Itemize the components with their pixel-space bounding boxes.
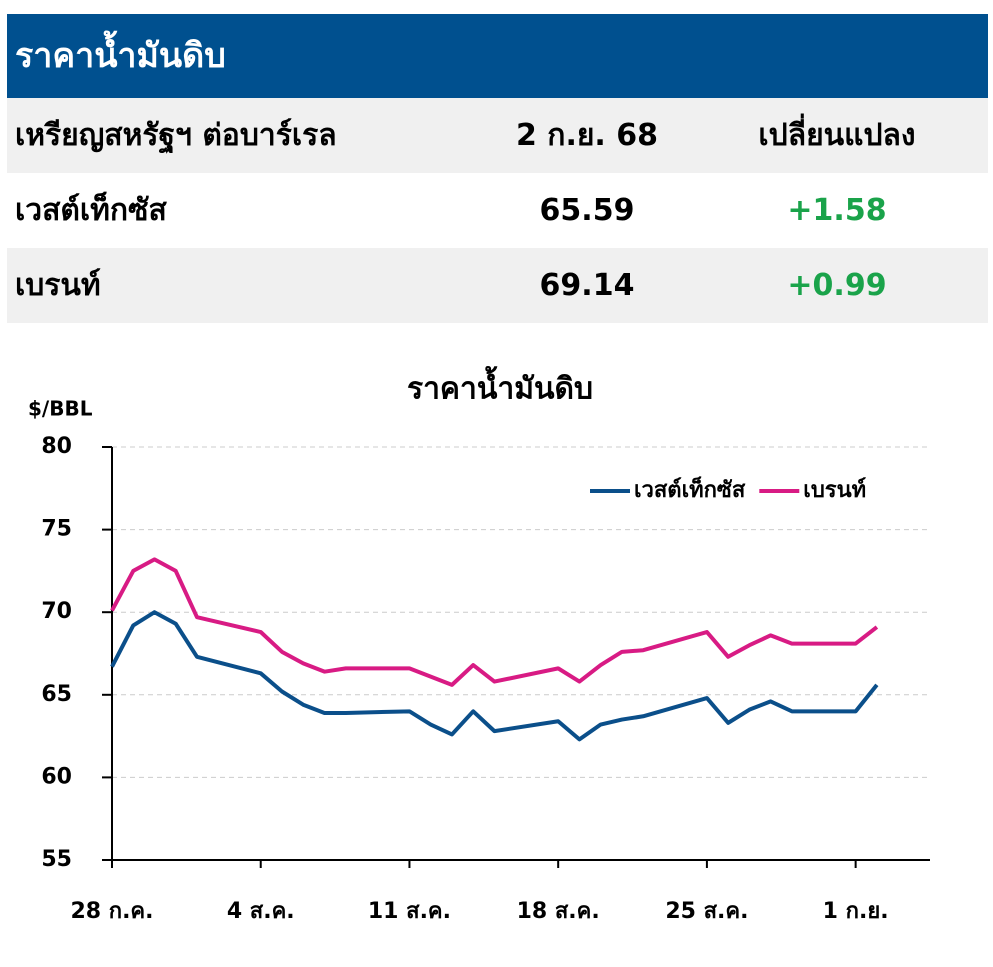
y-tick-label: 65 — [41, 682, 72, 707]
column-header: 2 ก.ย. 68 — [515, 118, 659, 153]
cell: +1.58 — [787, 193, 887, 228]
line-series — [110, 557, 879, 687]
line-series — [110, 610, 879, 742]
x-tick-label: 28 ก.ค. — [70, 899, 153, 924]
x-tick-label: 1 ก.ย. — [823, 899, 889, 924]
legend-label: เวสต์เท็กซัส — [634, 475, 746, 503]
cell: +0.99 — [787, 268, 887, 303]
y-tick-label: 55 — [41, 847, 72, 872]
legend-label: เบรนท์ — [803, 477, 866, 503]
y-tick-label: 60 — [41, 764, 72, 789]
y-axis-label: $/BBL — [28, 397, 93, 421]
table-row: เบรนท์ 69.14 +0.99 — [7, 248, 988, 323]
cell: 65.59 — [539, 193, 635, 228]
x-tick-label: 11 ส.ค. — [368, 899, 451, 924]
table-row: เวสต์เท็กซัส 65.59 +1.58 — [7, 173, 988, 248]
x-tick-label: 18 ส.ค. — [517, 899, 600, 924]
y-tick-label: 80 — [41, 434, 72, 459]
cell: 69.14 — [539, 268, 635, 303]
header-title: ราคาน้ำมันดิบ — [7, 14, 988, 98]
cell: เบรนท์ — [15, 268, 101, 303]
column-header: เหรียญสหรัฐฯ ต่อบาร์เรล — [15, 118, 337, 153]
x-tick-label: 4 ส.ค. — [227, 899, 295, 924]
chart-title: ราคาน้ำมันดิบ — [407, 366, 593, 407]
column-header: เปลี่ยนแปลง — [758, 118, 916, 153]
y-tick-label: 70 — [41, 599, 72, 624]
y-tick-label: 75 — [41, 517, 72, 542]
chart: ราคาน้ำมันดิบ $/BBL 55 60 65 70 75 80 28 ก.ค. 4… — [28, 366, 930, 924]
x-tick-label: 25 ส.ค. — [665, 899, 748, 924]
cell: เวสต์เท็กซัส — [15, 193, 167, 228]
table-header: เหรียญสหรัฐฯ ต่อบาร์เรล 2 ก.ย. 68 เปลี่ย… — [7, 98, 988, 173]
